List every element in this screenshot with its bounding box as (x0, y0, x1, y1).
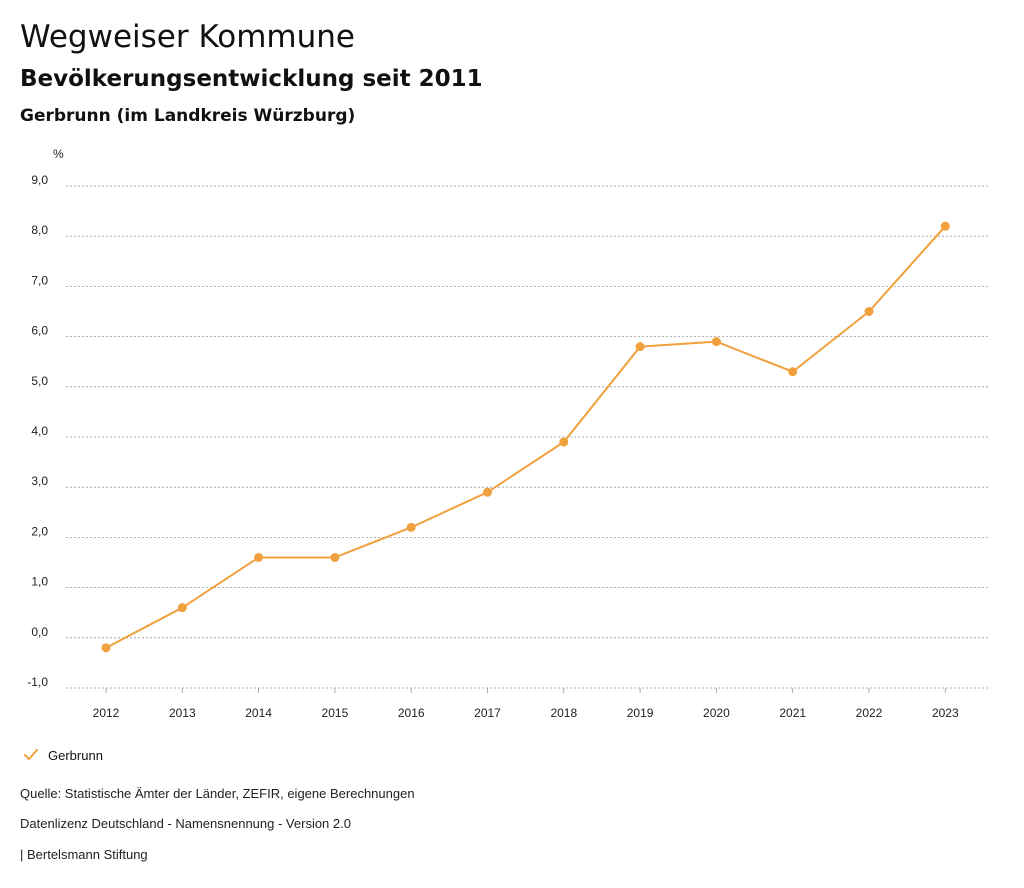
legend[interactable]: Gerbrunn (22, 744, 103, 766)
x-tick-label: 2015 (322, 706, 349, 720)
license-note: Datenlizenz Deutschland - Namensnennung … (20, 816, 351, 831)
data-point (101, 643, 111, 653)
data-point (330, 552, 340, 562)
y-tick-label: 5,0 (31, 374, 48, 388)
y-tick-label: 9,0 (31, 173, 48, 187)
x-tick-label: 2022 (856, 706, 883, 720)
data-point (559, 437, 569, 447)
x-tick-label: 2021 (779, 706, 806, 720)
y-tick-label: 2,0 (31, 524, 48, 538)
y-axis-unit-label: % (53, 147, 64, 161)
x-tick-label: 2012 (93, 706, 120, 720)
data-point (864, 307, 874, 316)
y-tick-label: 1,0 (31, 575, 48, 589)
data-point (254, 552, 264, 562)
x-tick-label: 2020 (703, 706, 730, 720)
y-tick-label: 6,0 (31, 324, 48, 338)
series-line-gerbrunn (105, 225, 947, 649)
page-title: Wegweiser Kommune (20, 19, 355, 55)
chart-subtitle: Bevölkerungsentwicklung seit 2011 (20, 66, 483, 92)
y-tick-label: 0,0 (31, 625, 48, 639)
source-note: Quelle: Statistische Ämter der Länder, Z… (20, 786, 415, 801)
data-point (940, 221, 950, 231)
x-tick-label: 2019 (627, 706, 654, 720)
x-tick-label: 2016 (398, 706, 425, 720)
publisher-note: | Bertelsmann Stiftung (20, 847, 148, 862)
check-icon (24, 749, 38, 760)
axis-layer: % -1,0 0,0 1,0 2,0 3,0 4,0 5,0 6,0 7,0 8,0 9,0 2012 2… (27, 147, 959, 720)
legend-label: Gerbrunn (48, 747, 103, 763)
y-tick-label: 8,0 (31, 223, 48, 237)
grid-layer (66, 185, 990, 689)
x-tick-label: 2014 (245, 706, 272, 720)
data-point (711, 337, 721, 347)
y-tick-label: -1,0 (27, 675, 48, 689)
region-label: Gerbrunn (im Landkreis Würzburg) (20, 106, 356, 126)
series-layer (101, 221, 950, 653)
data-point (406, 522, 416, 532)
y-tick-label: 3,0 (31, 474, 48, 488)
y-tick-label: 4,0 (31, 424, 48, 438)
data-point (635, 342, 645, 352)
x-tick-label: 2023 (932, 706, 959, 720)
x-tick-label: 2018 (550, 706, 577, 720)
x-tick-label: 2017 (474, 706, 501, 720)
y-tick-label: 7,0 (31, 273, 48, 287)
line-chart: % -1,0 0,0 1,0 2,0 3,0 4,0 5,0 6,0 7,0 8,0 9,0 2012 2… (27, 147, 990, 720)
data-point (788, 367, 798, 377)
data-point (483, 487, 492, 497)
x-tick-label: 2013 (169, 706, 196, 720)
data-point (177, 603, 187, 613)
